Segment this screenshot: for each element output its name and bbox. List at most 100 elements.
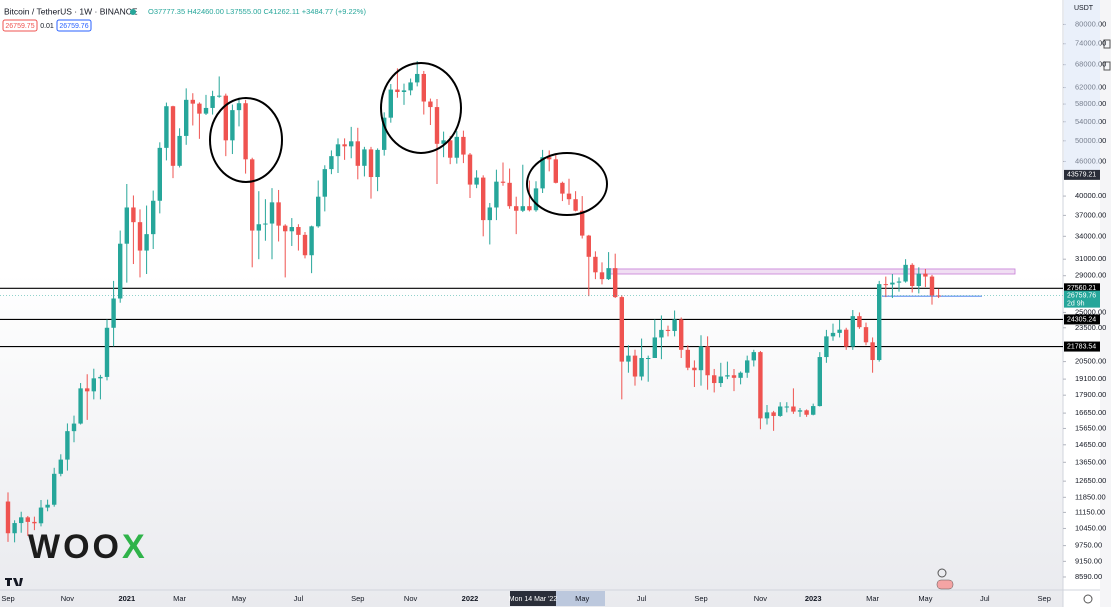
candle-body xyxy=(672,319,677,331)
candle-body xyxy=(698,346,704,371)
y-tick-label: 16650.00 xyxy=(1075,408,1106,417)
candle-body xyxy=(692,367,697,371)
spread: 0.01 xyxy=(40,23,54,30)
candle-body xyxy=(91,378,96,392)
candle-body xyxy=(500,181,506,183)
level-label-bg xyxy=(1064,341,1100,352)
candle-body xyxy=(283,225,288,232)
candle-body xyxy=(877,284,882,361)
candle-body xyxy=(164,106,169,148)
watermark: WOOX xyxy=(28,528,148,566)
candle-body xyxy=(903,264,908,282)
last-price-label: 26759.76 xyxy=(1067,292,1096,299)
x-tick-label: May xyxy=(232,594,246,603)
crosshair-time-box xyxy=(510,591,556,606)
candle-body xyxy=(613,268,618,298)
y-tick-label: 11150.00 xyxy=(1075,507,1105,516)
x-tick-label: May xyxy=(575,594,589,603)
candle-body xyxy=(38,507,44,524)
candle-body xyxy=(45,504,50,508)
y-tick-label: 13650.00 xyxy=(1075,457,1106,466)
candle-body xyxy=(507,182,512,207)
candle-body xyxy=(745,360,750,373)
candle-body xyxy=(553,159,558,183)
candle-body xyxy=(659,329,664,338)
x-tick-label: May xyxy=(918,594,932,603)
candle-body xyxy=(184,99,189,136)
candle-body xyxy=(837,329,842,333)
x-tick-label: Jul xyxy=(980,594,990,603)
price-zone xyxy=(609,268,1016,275)
candle-body xyxy=(566,193,572,200)
countdown-label: 2d 9h xyxy=(1067,300,1085,307)
candle-body xyxy=(778,406,783,416)
candle-body xyxy=(388,89,393,118)
x-tick-label: Nov xyxy=(404,594,418,603)
candle-body xyxy=(646,357,651,359)
x-tick-label: 2023 xyxy=(805,594,822,603)
sell-box[interactable] xyxy=(2,19,38,32)
candle-body xyxy=(824,336,829,358)
market-status xyxy=(130,9,136,15)
candle-body xyxy=(863,327,869,343)
level-label: 21783.54 xyxy=(1067,343,1096,350)
candle-body xyxy=(296,227,301,235)
candle-body xyxy=(830,332,836,337)
candle-body xyxy=(78,388,83,424)
toolbar-icon[interactable] xyxy=(1103,61,1111,71)
tv-logo xyxy=(5,578,23,586)
x-tick-label: Nov xyxy=(754,594,768,603)
candle-body xyxy=(527,206,532,211)
y-tick-label: 10450.00 xyxy=(1075,523,1106,532)
candle-body xyxy=(764,412,770,419)
settings-icon[interactable] xyxy=(1083,594,1093,604)
alert-icon[interactable] xyxy=(937,568,947,578)
candle-body xyxy=(355,141,360,166)
candle-body xyxy=(844,329,849,347)
x-tick-label: 2022 xyxy=(462,594,479,603)
x-tick-label: Jul xyxy=(637,594,647,603)
candle-body xyxy=(461,136,466,155)
candle-body xyxy=(652,337,657,358)
buy-box[interactable] xyxy=(56,19,92,32)
candle-body xyxy=(236,103,242,111)
event-icon[interactable] xyxy=(936,579,954,590)
candle-body xyxy=(738,372,743,378)
candle-body xyxy=(71,423,77,432)
candle-body xyxy=(203,107,209,114)
currency-label[interactable]: USDT xyxy=(1074,5,1094,12)
crosshair-range xyxy=(1064,0,1100,170)
y-tick-label: 29000.00 xyxy=(1075,271,1106,280)
watermark-main: WOO xyxy=(28,528,122,566)
x-tick-label: Sep xyxy=(1038,594,1051,603)
candle-body xyxy=(170,106,176,166)
candle-body xyxy=(12,523,17,534)
y-tick-label: 37000.00 xyxy=(1075,210,1106,219)
candle-body xyxy=(256,224,261,231)
toolbar-icon[interactable] xyxy=(1103,39,1111,49)
side-toolbar xyxy=(1100,0,1111,607)
y-tick-label: 8590.00 xyxy=(1075,572,1102,581)
candle-body xyxy=(250,159,255,231)
candle-body xyxy=(269,202,275,224)
candle-body xyxy=(230,110,235,141)
candle-body xyxy=(481,177,486,221)
candle-body xyxy=(619,297,624,362)
candle-body xyxy=(560,182,565,194)
candle-body xyxy=(890,282,895,285)
candle-body xyxy=(514,206,519,211)
candle-body xyxy=(375,149,380,178)
candle-body xyxy=(276,202,281,226)
candle-body xyxy=(131,207,136,223)
candle-body xyxy=(263,223,268,225)
level-label: 24305.24 xyxy=(1067,316,1096,323)
candle-body xyxy=(936,295,941,297)
candle-body xyxy=(586,235,591,257)
candle-body xyxy=(494,181,499,208)
level-label-bg xyxy=(1064,283,1100,294)
x-tick-label: Mar xyxy=(866,594,879,603)
candle-body xyxy=(731,375,737,378)
candle-body xyxy=(771,412,776,416)
